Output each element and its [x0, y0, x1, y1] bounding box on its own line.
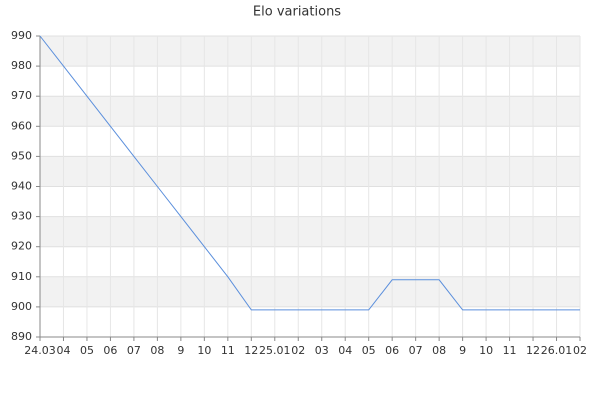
x-tick-label: 26.01 [541, 344, 573, 357]
x-tick-label: 04 [56, 344, 70, 357]
x-tick-label: 06 [385, 344, 399, 357]
x-tick-label: 25.01 [259, 344, 291, 357]
grid-band [40, 96, 580, 127]
grid-band [40, 216, 580, 247]
y-tick-label: 970 [11, 89, 32, 102]
grid-band [40, 36, 580, 67]
x-tick-label: 05 [80, 344, 94, 357]
y-tick-label: 920 [11, 240, 32, 253]
y-tick-label: 980 [11, 59, 32, 72]
grid-band [40, 276, 580, 307]
x-tick-label: 06 [103, 344, 117, 357]
y-tick-label: 910 [11, 270, 32, 283]
x-tick-label: 08 [150, 344, 164, 357]
x-tick-label: 02 [291, 344, 305, 357]
x-tick-label: 05 [362, 344, 376, 357]
x-tick-label: 07 [127, 344, 141, 357]
x-tick-label: 07 [409, 344, 423, 357]
x-tick-label: 12 [526, 344, 540, 357]
y-tick-label: 900 [11, 300, 32, 313]
y-tick-label: 940 [11, 180, 32, 193]
x-tick-label: 9 [177, 344, 184, 357]
x-tick-label: 24.03 [24, 344, 56, 357]
x-tick-label: 02 [573, 344, 587, 357]
x-tick-label: 9 [459, 344, 466, 357]
y-tick-label: 930 [11, 210, 32, 223]
x-tick-label: 11 [221, 344, 235, 357]
y-tick-label: 960 [11, 119, 32, 132]
grid-band [40, 156, 580, 187]
y-tick-label: 990 [11, 29, 32, 42]
chart-title: Elo variations [253, 5, 341, 20]
y-tick-label: 950 [11, 149, 32, 162]
x-tick-label: 10 [479, 344, 493, 357]
x-tick-label: 04 [338, 344, 352, 357]
x-tick-label: 08 [432, 344, 446, 357]
x-tick-label: 12 [244, 344, 258, 357]
x-tick-label: 03 [315, 344, 329, 357]
line [39, 35, 580, 311]
x-tick-label: 10 [197, 344, 211, 357]
y-tick-label: 890 [11, 330, 32, 343]
x-tick-label: 11 [503, 344, 517, 357]
